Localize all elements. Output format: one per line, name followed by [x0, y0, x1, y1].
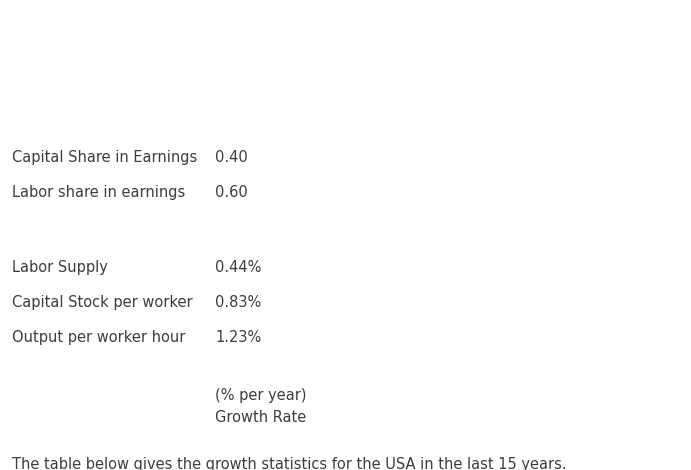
- Text: Labor Supply: Labor Supply: [12, 260, 108, 275]
- Text: Labor share in earnings: Labor share in earnings: [12, 185, 185, 200]
- Text: The table below gives the growth statistics for the USA in the last 15 years.: The table below gives the growth statist…: [12, 457, 567, 470]
- Text: (% per year): (% per year): [215, 388, 307, 403]
- Text: 0.83%: 0.83%: [215, 295, 261, 310]
- Text: Output per worker hour: Output per worker hour: [12, 330, 185, 345]
- Text: 0.44%: 0.44%: [215, 260, 261, 275]
- Text: 0.40: 0.40: [215, 150, 248, 165]
- Text: 1.23%: 1.23%: [215, 330, 261, 345]
- Text: 0.60: 0.60: [215, 185, 248, 200]
- Text: Capital Share in Earnings: Capital Share in Earnings: [12, 150, 197, 165]
- Text: Growth Rate: Growth Rate: [215, 410, 306, 425]
- Text: Capital Stock per worker: Capital Stock per worker: [12, 295, 193, 310]
